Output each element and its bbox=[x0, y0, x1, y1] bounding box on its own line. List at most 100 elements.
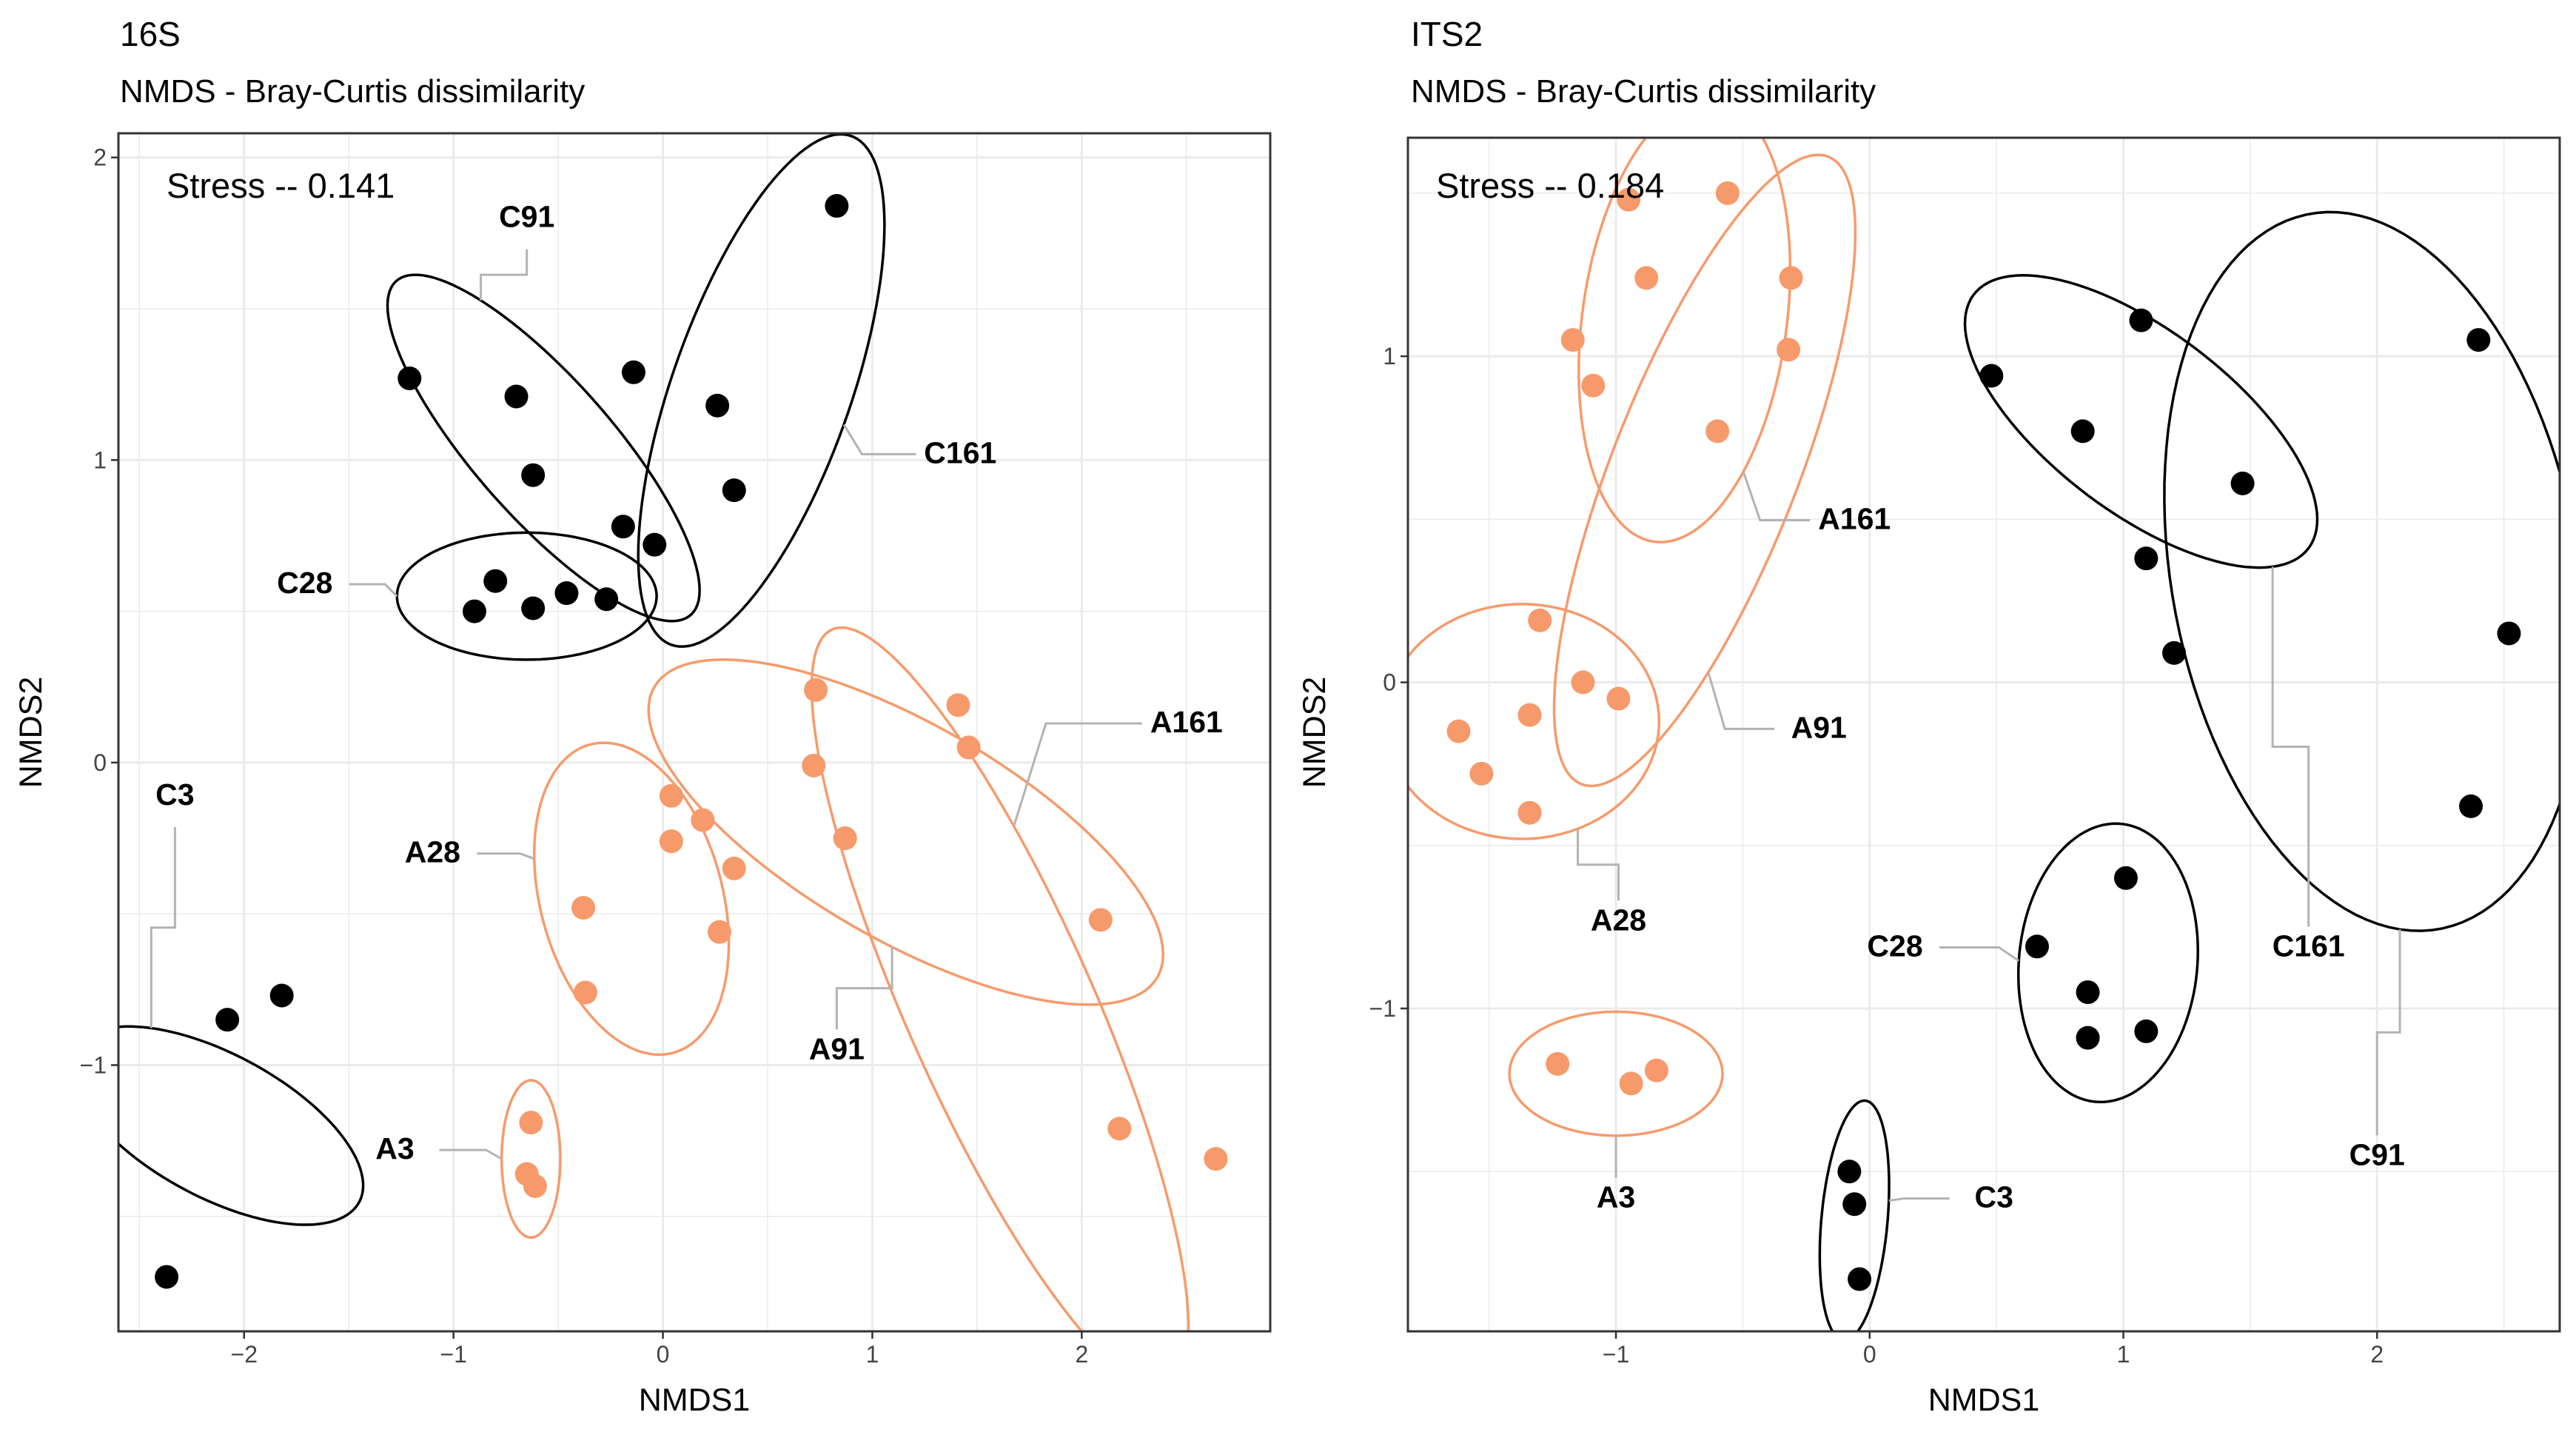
leader-C161 bbox=[842, 424, 916, 455]
stress-annotation: Stress -- 0.141 bbox=[167, 166, 395, 205]
leader-A91 bbox=[1707, 672, 1775, 730]
gridlines bbox=[118, 133, 1270, 1331]
point-C91 bbox=[2459, 794, 2483, 818]
group-label-C161: C161 bbox=[2273, 929, 2345, 963]
leader-A161 bbox=[1742, 471, 1811, 522]
label-leader-lines bbox=[150, 249, 1142, 1160]
ellipse-A161 bbox=[1577, 138, 1792, 543]
point-A28 bbox=[659, 783, 683, 808]
label-leader-lines bbox=[1577, 471, 2401, 1202]
point-C91 bbox=[398, 366, 422, 390]
leader-C161 bbox=[2271, 566, 2310, 927]
group-label-A28: A28 bbox=[405, 835, 460, 869]
point-A161 bbox=[1204, 1147, 1228, 1171]
group-ellipses bbox=[1408, 138, 2560, 1331]
ellipse-C161 bbox=[1963, 274, 2319, 569]
x-tick-label: 0 bbox=[1863, 1341, 1876, 1368]
leader-C91 bbox=[2375, 929, 2401, 1136]
point-A91 bbox=[1705, 419, 1730, 444]
point-C3 bbox=[1848, 1267, 1872, 1291]
point-C28 bbox=[2076, 1026, 2100, 1050]
ellipse-A161 bbox=[810, 626, 1190, 1331]
ellipse-A28 bbox=[1408, 603, 1661, 840]
point-A91 bbox=[1088, 908, 1113, 932]
point-A28 bbox=[1528, 608, 1552, 632]
leader-A91 bbox=[835, 947, 893, 1030]
x-tick-label: −1 bbox=[1603, 1341, 1629, 1368]
x-tick-label: −1 bbox=[440, 1341, 466, 1368]
plot-border bbox=[117, 132, 1272, 1333]
point-A91 bbox=[1581, 373, 1606, 398]
point-A91 bbox=[1779, 266, 1803, 290]
data-points bbox=[155, 194, 1228, 1289]
point-A91 bbox=[1634, 266, 1659, 290]
group-label-A161: A161 bbox=[1150, 705, 1223, 739]
ellipse-A3 bbox=[500, 1079, 562, 1240]
x-tick-label: 2 bbox=[2370, 1341, 2384, 1368]
point-C161 bbox=[1979, 364, 2004, 388]
ellipse-C91 bbox=[2163, 210, 2560, 932]
point-C3 bbox=[1842, 1192, 1867, 1217]
ellipse-C91 bbox=[386, 273, 701, 623]
group-label-C28: C28 bbox=[1867, 929, 1922, 963]
point-C161 bbox=[2134, 546, 2159, 571]
ellipse-A91 bbox=[1552, 153, 1857, 788]
plot-background bbox=[118, 133, 1270, 1331]
group-labels: A3 A28 A91 A161 C3 C28 C161 C91 bbox=[1591, 502, 2405, 1214]
x-tick-label: 1 bbox=[2117, 1341, 2130, 1368]
point-A91 bbox=[802, 753, 826, 777]
point-A91 bbox=[1777, 338, 1801, 362]
leader-A28 bbox=[1577, 829, 1620, 901]
chart-16s: 16S NMDS - Bray-Curtis dissimilarity C3C… bbox=[13, 15, 1272, 1418]
data-points bbox=[1446, 181, 2521, 1291]
ellipse-A3 bbox=[1508, 1010, 1724, 1137]
point-C28 bbox=[554, 581, 579, 606]
group-label-A91: A91 bbox=[1791, 710, 1847, 744]
leader-C91 bbox=[480, 249, 529, 301]
point-A28 bbox=[691, 808, 715, 832]
group-label-C91: C91 bbox=[2349, 1137, 2405, 1171]
ellipse-C3 bbox=[1818, 1099, 1891, 1331]
point-C28 bbox=[2113, 866, 2138, 890]
point-A91 bbox=[833, 826, 857, 851]
panel-its2: ITS2 NMDS - Bray-Curtis dissimilarity A3… bbox=[1288, 0, 2576, 1435]
y-tick-label: 1 bbox=[93, 446, 107, 473]
point-A91 bbox=[956, 735, 981, 760]
point-A28 bbox=[659, 829, 683, 854]
group-label-C28: C28 bbox=[277, 566, 332, 600]
plot-border bbox=[1406, 136, 2561, 1333]
point-C91 bbox=[2466, 328, 2491, 352]
point-A91 bbox=[1617, 187, 1641, 212]
leader-A28 bbox=[477, 852, 535, 860]
chart-its2: ITS2 NMDS - Bray-Curtis dissimilarity A3… bbox=[1297, 15, 2561, 1418]
chart-subtitle: NMDS - Bray-Curtis dissimilarity bbox=[120, 73, 585, 110]
point-A3 bbox=[1619, 1071, 1643, 1096]
point-C28 bbox=[462, 599, 486, 623]
point-A91 bbox=[1715, 181, 1740, 205]
point-C161 bbox=[825, 194, 849, 218]
x-tick-label: −2 bbox=[231, 1341, 258, 1368]
group-label-A161: A161 bbox=[1818, 502, 1891, 536]
ellipse-A91 bbox=[647, 658, 1165, 1006]
ellipse-C3 bbox=[118, 1025, 365, 1226]
chart-title: 16S bbox=[120, 15, 181, 53]
stress-annotation: Stress -- 0.184 bbox=[1436, 166, 1664, 205]
x-tick-label: 0 bbox=[657, 1341, 670, 1368]
point-C3 bbox=[215, 1008, 240, 1032]
point-A91 bbox=[804, 678, 828, 702]
group-labels: C3 C28 C91 C161 A3 A28 A91 A161 bbox=[155, 200, 1223, 1165]
axis-ticks: −2 −1 0 1 2 −1 0 1 2 bbox=[80, 144, 1089, 1368]
leader-C28 bbox=[349, 583, 398, 598]
point-A28 bbox=[707, 920, 731, 944]
point-C3 bbox=[155, 1265, 179, 1289]
point-C91 bbox=[504, 384, 529, 409]
y-tick-label: −1 bbox=[1369, 995, 1396, 1022]
point-C91 bbox=[611, 515, 635, 539]
leader-C28 bbox=[1939, 946, 2020, 962]
point-C28 bbox=[2025, 934, 2049, 959]
point-C161 bbox=[2070, 419, 2095, 444]
point-C91 bbox=[621, 360, 645, 384]
panel-16s: 16S NMDS - Bray-Curtis dissimilarity C3 C… bbox=[13, 15, 1272, 1418]
ellipse-A28 bbox=[532, 741, 731, 1057]
y-tick-label: −1 bbox=[80, 1051, 107, 1078]
